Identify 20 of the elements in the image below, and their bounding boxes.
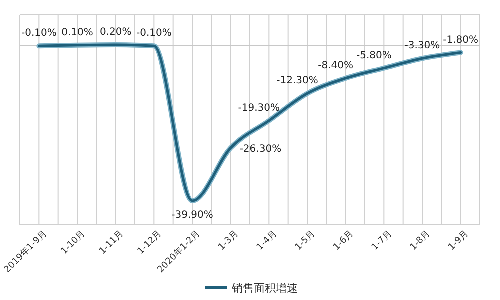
data-label: -39.90% [172,210,214,221]
data-label: 0.10% [62,27,94,38]
data-label: -26.30% [240,144,282,156]
data-label: -0.10% [136,28,172,40]
data-label: -3.30% [404,40,440,52]
data-label: -1.80% [443,34,479,46]
data-label: -19.30% [238,102,280,114]
x-tick-label: 1-6月 [332,229,356,253]
data-label: -12.30% [276,76,318,87]
data-label: 0.20% [100,27,132,38]
x-tick-label: 1-5月 [294,229,318,253]
x-tick-label: 1-8月 [408,229,433,253]
x-tick-label: 1-9月 [447,229,471,253]
data-label: -8.40% [318,60,354,72]
x-tick-label: 1-4月 [255,229,280,253]
x-tick-label: 1-3月 [217,229,241,253]
legend-label: 销售面积增速 [231,282,298,295]
data-label: -0.10% [21,28,57,40]
data-label: -5.80% [356,50,392,62]
x-tick-label: 1-7月 [370,229,394,253]
